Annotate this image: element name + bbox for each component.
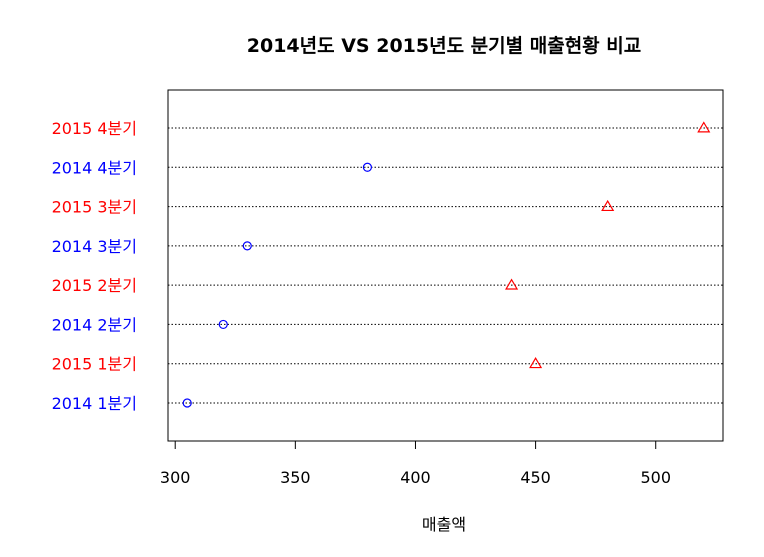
- category-label: 2014 3분기: [52, 237, 137, 256]
- point-marker: [362, 162, 373, 172]
- x-tick-label: 350: [280, 468, 311, 487]
- plot-frame: [167, 89, 724, 442]
- data-points: [182, 121, 711, 408]
- category-label: 2014 2분기: [52, 315, 137, 334]
- x-tick-label: 300: [160, 468, 191, 487]
- category-label: 2015 3분기: [52, 198, 137, 217]
- category-label: 2014 4분기: [52, 158, 137, 177]
- category-label: 2015 4분기: [52, 119, 137, 138]
- point-marker: [697, 121, 711, 133]
- category-label: 2015 1분기: [52, 355, 137, 374]
- point-marker: [601, 199, 615, 212]
- chart-title: 2014년도 VS 2015년도 분기별 매출현황 비교: [247, 34, 641, 57]
- x-axis: 300 350 400 450 500: [160, 440, 671, 487]
- grid-lines: [168, 127, 723, 404]
- category-labels: 2014 1분기 2015 1분기 2014 2분기 2015 2분기 2014 3분기…: [52, 119, 137, 413]
- point-marker: [182, 398, 192, 408]
- category-label: 2014 1분기: [52, 394, 137, 413]
- point-marker: [242, 241, 252, 251]
- x-tick-label: 450: [520, 468, 551, 487]
- category-label: 2015 2분기: [52, 276, 137, 295]
- x-tick-label: 400: [400, 468, 431, 487]
- point-marker: [505, 278, 519, 290]
- point-marker: [529, 357, 543, 369]
- x-axis-title: 매출액: [422, 515, 466, 534]
- point-marker: [218, 319, 228, 330]
- x-tick-label: 500: [640, 468, 671, 487]
